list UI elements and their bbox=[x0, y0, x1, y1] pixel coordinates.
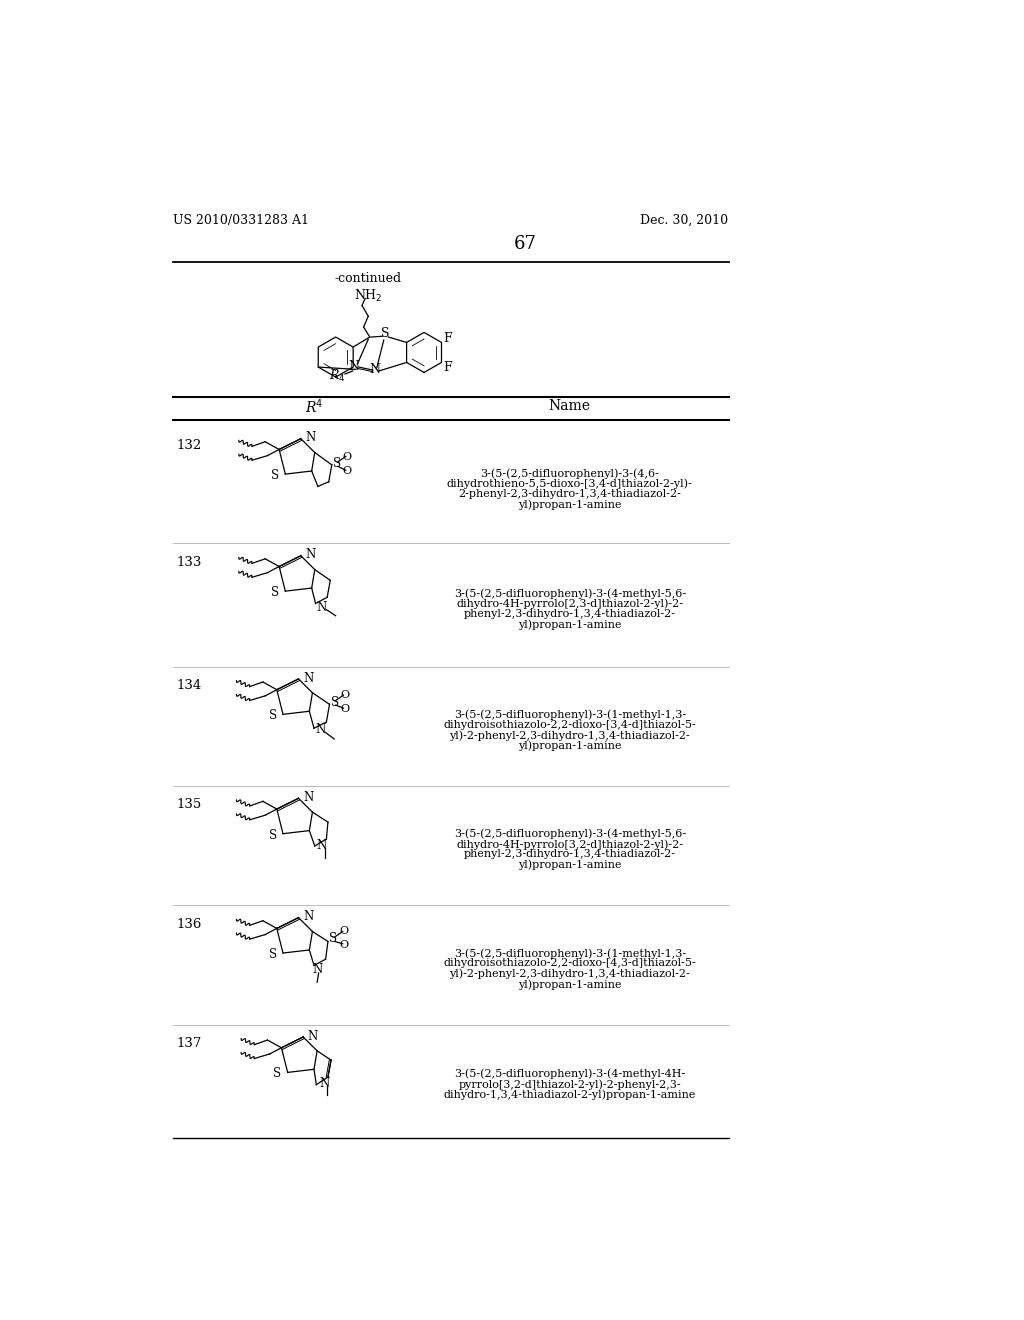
Text: phenyl-2,3-dihydro-1,3,4-thiadiazol-2-: phenyl-2,3-dihydro-1,3,4-thiadiazol-2- bbox=[464, 850, 676, 859]
Text: 134: 134 bbox=[176, 678, 202, 692]
Text: S: S bbox=[268, 709, 276, 722]
Text: N: N bbox=[370, 363, 381, 376]
Text: S: S bbox=[331, 696, 339, 709]
Text: S: S bbox=[330, 932, 338, 945]
Text: NH$_2$: NH$_2$ bbox=[354, 288, 383, 304]
Text: R$^4$: R$^4$ bbox=[305, 397, 324, 416]
Text: -continued: -continued bbox=[335, 272, 401, 285]
Text: 3-(5-(2,5-difluorophenyl)-3-(1-methyl-1,3-: 3-(5-(2,5-difluorophenyl)-3-(1-methyl-1,… bbox=[454, 709, 686, 719]
Text: N: N bbox=[303, 672, 313, 685]
Text: N: N bbox=[315, 723, 326, 737]
Text: 132: 132 bbox=[176, 438, 202, 451]
Text: N: N bbox=[305, 548, 315, 561]
Text: dihydrothieno-5,5-dioxo-[3,4-d]thiazol-2-yl)-: dihydrothieno-5,5-dioxo-[3,4-d]thiazol-2… bbox=[446, 478, 692, 488]
Text: US 2010/0331283 A1: US 2010/0331283 A1 bbox=[173, 214, 309, 227]
Text: S: S bbox=[271, 469, 280, 482]
Text: O: O bbox=[340, 940, 349, 949]
Text: 3-(5-(2,5-difluorophenyl)-3-(4-methyl-5,6-: 3-(5-(2,5-difluorophenyl)-3-(4-methyl-5,… bbox=[454, 829, 686, 840]
Text: S: S bbox=[273, 1068, 282, 1081]
Text: N: N bbox=[303, 911, 313, 924]
Text: yl)propan-1-amine: yl)propan-1-amine bbox=[518, 619, 622, 630]
Text: N: N bbox=[308, 1030, 318, 1043]
Text: O: O bbox=[340, 704, 349, 714]
Text: O: O bbox=[343, 466, 352, 477]
Text: O: O bbox=[340, 925, 349, 936]
Text: 3-(5-(2,5-difluorophenyl)-3-(4,6-: 3-(5-(2,5-difluorophenyl)-3-(4,6- bbox=[480, 469, 659, 479]
Text: Dec. 30, 2010: Dec. 30, 2010 bbox=[640, 214, 729, 227]
Text: N: N bbox=[312, 964, 323, 977]
Text: N: N bbox=[316, 838, 327, 851]
Text: dihydro-4H-pyrrolo[2,3-d]thiazol-2-yl)-2-: dihydro-4H-pyrrolo[2,3-d]thiazol-2-yl)-2… bbox=[457, 598, 683, 609]
Text: R$_4$: R$_4$ bbox=[329, 367, 346, 384]
Text: F: F bbox=[443, 333, 452, 345]
Text: 133: 133 bbox=[176, 556, 202, 569]
Text: S: S bbox=[271, 586, 280, 599]
Text: yl)propan-1-amine: yl)propan-1-amine bbox=[518, 499, 622, 510]
Text: dihydroisothiazolo-2,2-dioxo-[3,4-d]thiazol-5-: dihydroisothiazolo-2,2-dioxo-[3,4-d]thia… bbox=[443, 719, 696, 730]
Text: pyrrolo[3,2-d]thiazol-2-yl)-2-phenyl-2,3-: pyrrolo[3,2-d]thiazol-2-yl)-2-phenyl-2,3… bbox=[459, 1080, 681, 1090]
Text: 3-(5-(2,5-difluorophenyl)-3-(4-methyl-4H-: 3-(5-(2,5-difluorophenyl)-3-(4-methyl-4H… bbox=[454, 1069, 685, 1080]
Text: N: N bbox=[303, 791, 313, 804]
Text: yl)-2-phenyl-2,3-dihydro-1,3,4-thiadiazol-2-: yl)-2-phenyl-2,3-dihydro-1,3,4-thiadiazo… bbox=[450, 730, 690, 741]
Text: phenyl-2,3-dihydro-1,3,4-thiadiazol-2-: phenyl-2,3-dihydro-1,3,4-thiadiazol-2- bbox=[464, 609, 676, 619]
Text: yl)propan-1-amine: yl)propan-1-amine bbox=[518, 979, 622, 990]
Text: dihydroisothiazolo-2,2-dioxo-[4,3-d]thiazol-5-: dihydroisothiazolo-2,2-dioxo-[4,3-d]thia… bbox=[443, 958, 696, 969]
Text: 136: 136 bbox=[176, 917, 202, 931]
Text: Name: Name bbox=[549, 400, 591, 413]
Text: 135: 135 bbox=[176, 799, 202, 812]
Text: N: N bbox=[316, 601, 327, 614]
Text: N: N bbox=[305, 432, 315, 445]
Text: yl)propan-1-amine: yl)propan-1-amine bbox=[518, 741, 622, 751]
Text: F: F bbox=[443, 362, 452, 375]
Text: 2-phenyl-2,3-dihydro-1,3,4-thiadiazol-2-: 2-phenyl-2,3-dihydro-1,3,4-thiadiazol-2- bbox=[459, 488, 681, 499]
Text: 3-(5-(2,5-difluorophenyl)-3-(4-methyl-5,6-: 3-(5-(2,5-difluorophenyl)-3-(4-methyl-5,… bbox=[454, 589, 686, 599]
Text: O: O bbox=[340, 690, 349, 700]
Text: yl)-2-phenyl-2,3-dihydro-1,3,4-thiadiazol-2-: yl)-2-phenyl-2,3-dihydro-1,3,4-thiadiazo… bbox=[450, 969, 690, 979]
Text: 3-(5-(2,5-difluorophenyl)-3-(1-methyl-1,3-: 3-(5-(2,5-difluorophenyl)-3-(1-methyl-1,… bbox=[454, 948, 686, 958]
Text: O: O bbox=[343, 453, 352, 462]
Text: S: S bbox=[333, 457, 341, 470]
Text: S: S bbox=[268, 948, 276, 961]
Text: N: N bbox=[319, 1077, 330, 1090]
Text: 137: 137 bbox=[176, 1038, 202, 1049]
Text: 67: 67 bbox=[513, 235, 537, 253]
Text: dihydro-1,3,4-thiadiazol-2-yl)propan-1-amine: dihydro-1,3,4-thiadiazol-2-yl)propan-1-a… bbox=[443, 1089, 696, 1100]
Text: S: S bbox=[268, 829, 276, 842]
Text: yl)propan-1-amine: yl)propan-1-amine bbox=[518, 859, 622, 870]
Text: dihydro-4H-pyrrolo[3,2-d]thiazol-2-yl)-2-: dihydro-4H-pyrrolo[3,2-d]thiazol-2-yl)-2… bbox=[457, 840, 683, 850]
Text: S: S bbox=[381, 327, 389, 341]
Text: N: N bbox=[349, 360, 359, 372]
